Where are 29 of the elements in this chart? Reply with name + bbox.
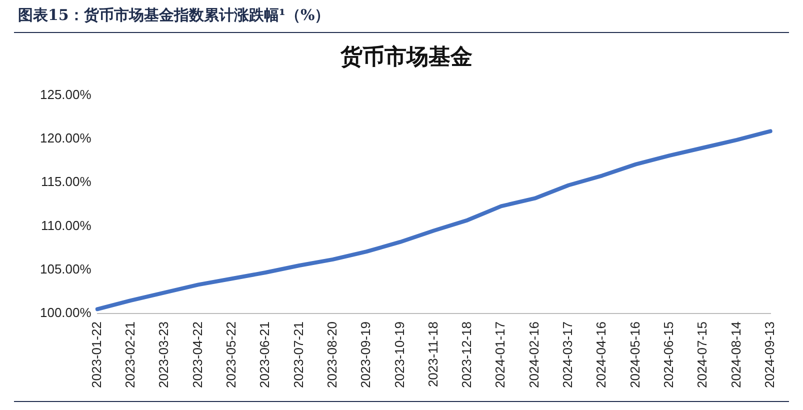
x-tick-label: 2023-06-21	[257, 322, 272, 388]
x-tick-label: 2023-11-18	[425, 322, 440, 388]
y-tick-label: 125.00%	[40, 86, 92, 102]
y-tick-label: 110.00%	[40, 218, 92, 233]
chart-subtitle: 货币市场基金	[340, 44, 472, 70]
chart-title: 图表15：货币市场基金指数累计涨跌幅¹（%）	[14, 4, 789, 33]
y-tick-label: 105.00%	[40, 261, 92, 276]
x-tick-label: 2023-10-19	[392, 322, 407, 388]
x-tick-label: 2023-08-20	[324, 322, 340, 388]
x-tick-label: 2023-09-19	[358, 322, 374, 388]
x-tick-label: 2023-03-23	[156, 322, 172, 388]
x-tick-label: 2024-09-13	[762, 322, 777, 388]
x-tick-label: 2023-12-18	[459, 322, 474, 388]
x-tick-label: 2023-02-21	[122, 322, 138, 388]
x-tick-label: 2024-04-16	[594, 322, 609, 388]
x-tick-label: 2023-01-22	[88, 322, 104, 388]
y-tick-label: 100.00%	[40, 305, 92, 320]
x-tick-label: 2024-03-17	[560, 322, 576, 388]
x-tick-label: 2024-08-14	[728, 322, 744, 388]
y-tick-label: 115.00%	[40, 174, 92, 190]
x-tick-label: 2024-05-16	[627, 322, 642, 388]
x-tick-label: 2024-01-17	[492, 322, 508, 388]
x-tick-label: 2023-04-22	[190, 322, 205, 388]
x-tick-label: 2024-07-15	[694, 322, 710, 388]
x-tick-label: 2024-06-15	[661, 322, 676, 388]
x-tick-label: 2024-02-16	[526, 322, 542, 388]
x-tick-label: 2023-07-21	[290, 322, 306, 388]
x-tick-label: 2023-05-22	[224, 322, 239, 388]
y-tick-label: 120.00%	[40, 130, 92, 146]
